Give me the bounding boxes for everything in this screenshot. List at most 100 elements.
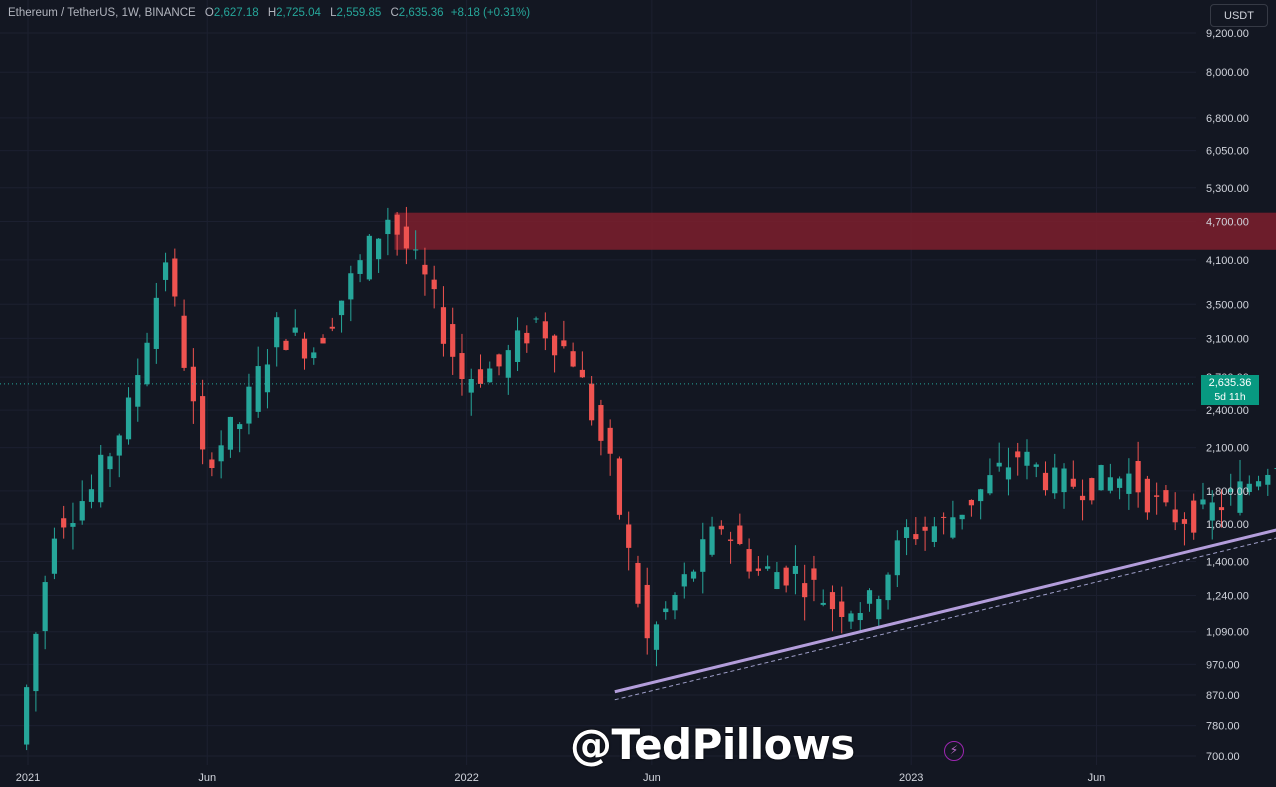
price-tick-label: 700.00 — [1206, 751, 1240, 763]
candle-body — [227, 416, 234, 450]
price-tick-label: 3,100.00 — [1206, 333, 1249, 345]
candle-body — [181, 315, 187, 368]
candle-body — [329, 326, 335, 329]
candle-body — [802, 583, 808, 598]
candle-body — [514, 330, 521, 362]
candle-body — [376, 238, 382, 260]
candle-body — [820, 602, 826, 605]
candle-body — [162, 262, 169, 280]
candle-body — [737, 525, 743, 544]
candle-body — [1154, 495, 1160, 497]
candle-body — [125, 397, 132, 440]
candle-body — [1191, 500, 1197, 533]
candle-body — [153, 297, 159, 349]
candle-body — [1126, 473, 1132, 494]
lightning-icon[interactable]: ⚡ — [944, 741, 964, 761]
candle-body — [727, 539, 734, 541]
resistance-zone — [394, 212, 1276, 250]
price-tick-label: 6,050.00 — [1206, 146, 1249, 158]
candle-body — [505, 350, 511, 378]
candle-body — [570, 351, 576, 367]
low-label: L — [330, 7, 337, 19]
candle-body — [338, 300, 345, 316]
ascending-support-line — [614, 528, 1276, 694]
candle-body — [283, 340, 289, 350]
candle-body — [589, 383, 595, 421]
candle-body — [1070, 478, 1076, 487]
candle-body — [894, 540, 900, 576]
candle-body — [941, 516, 947, 518]
candle-body — [218, 445, 224, 462]
price-tick-label: 1,090.00 — [1206, 627, 1249, 639]
open-label: O — [204, 7, 214, 19]
candle-body — [959, 514, 965, 520]
price-tick-label: 1,800.00 — [1206, 486, 1249, 498]
candle-body — [403, 226, 409, 249]
current-price-tag: 2,635.36 5d 11h — [1201, 374, 1259, 405]
candle-body — [107, 456, 113, 470]
candle-body — [561, 340, 567, 347]
candle-body — [811, 568, 817, 580]
candle-body — [524, 332, 530, 344]
candle-body — [496, 354, 502, 367]
candle-body — [968, 499, 975, 506]
candle-body — [922, 526, 928, 531]
candles-layer — [24, 206, 1276, 751]
candle-body — [1265, 474, 1271, 485]
candle-body — [857, 613, 863, 621]
candle-body — [866, 590, 873, 604]
candle-body — [1209, 502, 1215, 521]
time-tick-label: Jun — [1088, 772, 1106, 784]
candle-body — [551, 335, 558, 356]
candle-body — [487, 368, 493, 383]
candle-body — [598, 405, 604, 441]
candle-body — [987, 475, 993, 494]
candle-body — [542, 321, 548, 339]
candle-body — [459, 353, 465, 379]
candle-body — [70, 523, 76, 527]
candle-body — [51, 538, 58, 574]
candle-body — [79, 501, 85, 521]
price-tick-label: 5,300.00 — [1206, 183, 1249, 195]
candle-body — [681, 574, 687, 587]
candle-body — [348, 273, 354, 300]
chart-grid — [0, 0, 1196, 765]
candle-body — [477, 369, 484, 384]
candle-body — [700, 539, 706, 572]
candle-body — [1117, 478, 1123, 488]
price-tick-label: 3,500.00 — [1206, 299, 1249, 311]
candle-body — [876, 599, 882, 620]
candle-body — [903, 527, 910, 538]
candle-body — [829, 592, 836, 610]
candle-body — [607, 427, 613, 454]
price-tag-value: 2,635.36 — [1208, 376, 1252, 389]
candle-body — [792, 565, 799, 574]
price-tick-label: 870.00 — [1206, 690, 1240, 702]
candle-body — [1079, 495, 1086, 501]
candle-body — [246, 386, 252, 424]
candle-body — [255, 366, 261, 412]
candle-body — [1200, 499, 1206, 505]
candle-body — [61, 518, 67, 528]
close-value: 2,635.36 — [398, 7, 444, 19]
candle-body — [394, 214, 400, 235]
candle-body — [450, 324, 456, 357]
symbol-title: Ethereum / TetherUS, 1W, BINANCE — [8, 7, 196, 19]
candle-body — [468, 378, 474, 393]
candle-body — [635, 562, 641, 604]
time-tick-label: 2022 — [454, 772, 478, 784]
high-label: H — [267, 7, 277, 19]
currency-button[interactable]: USDT — [1210, 4, 1268, 27]
candle-body — [292, 327, 298, 333]
candle-body — [626, 524, 632, 548]
open-value: 2,627.18 — [213, 7, 259, 19]
candle-body — [1237, 481, 1243, 513]
candle-body — [1218, 507, 1225, 511]
time-tick-label: Jun — [643, 772, 661, 784]
price-tick-label: 1,600.00 — [1206, 519, 1249, 531]
candle-body — [1005, 467, 1012, 480]
candle-body — [301, 338, 308, 359]
candle-body — [1144, 478, 1150, 513]
candle-body — [1163, 490, 1169, 503]
